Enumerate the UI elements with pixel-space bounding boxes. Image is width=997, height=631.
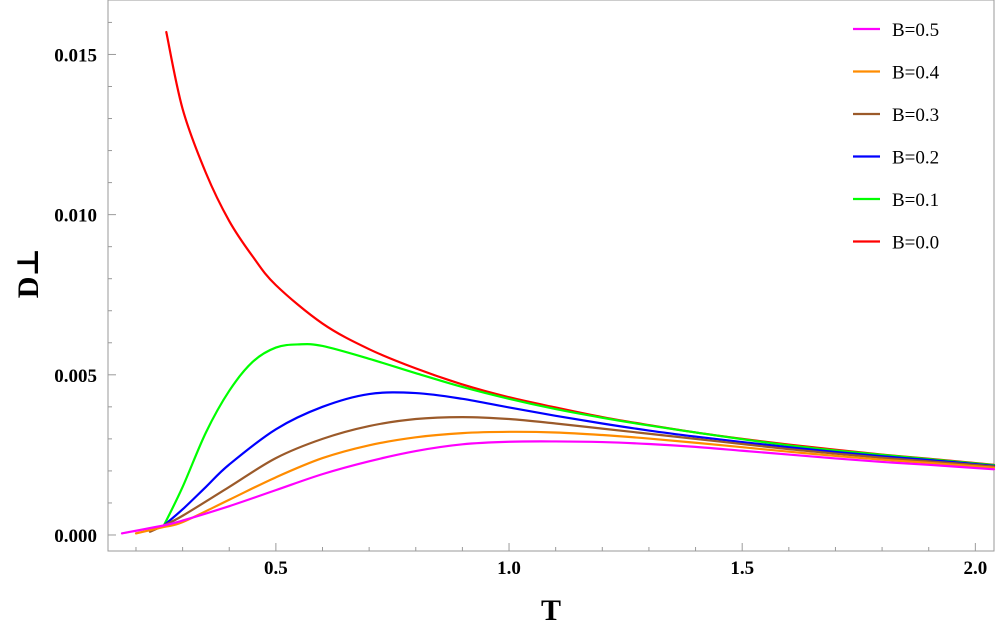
x-axis-title: T (541, 594, 561, 627)
series-line-b-0-4 (134, 430, 996, 535)
y-tick-label: 0.000 (54, 526, 97, 547)
legend-label: B=0.5 (892, 20, 939, 41)
legend-label: B=0.2 (892, 148, 939, 169)
y-tick-label: 0.015 (54, 45, 97, 66)
y-axis-title: D⊥ (12, 248, 45, 298)
y-tick-label: 0.010 (54, 206, 97, 227)
x-axis: 0.5 1.0 1.5 2.0 (135, 543, 987, 579)
legend-label: B=0.0 (892, 233, 939, 254)
series-line-b-0-1 (162, 343, 996, 527)
series-line-b-0-2 (162, 391, 996, 527)
plot-frame (107, 0, 995, 552)
y-tick-label: 0.005 (54, 366, 97, 387)
series-line-b-0-5 (120, 440, 996, 535)
x-tick-label: 1.5 (730, 558, 754, 579)
x-tick-label: 2.0 (963, 558, 987, 579)
x-tick-label: 0.5 (264, 558, 288, 579)
legend-label: B=0.4 (892, 63, 940, 84)
legend-label: B=0.3 (892, 105, 939, 126)
legend-label: B=0.1 (892, 190, 939, 211)
series-lines (120, 30, 996, 535)
series-line-b-0-0 (165, 30, 996, 466)
x-tick-label: 1.0 (497, 558, 521, 579)
y-axis: 0.000 0.005 0.010 0.015 (54, 21, 116, 547)
legend: B=0.5 B=0.4 B=0.3 B=0.2 B=0.1 B=0.0 (853, 20, 940, 254)
series-line-b-0-3 (148, 415, 996, 533)
